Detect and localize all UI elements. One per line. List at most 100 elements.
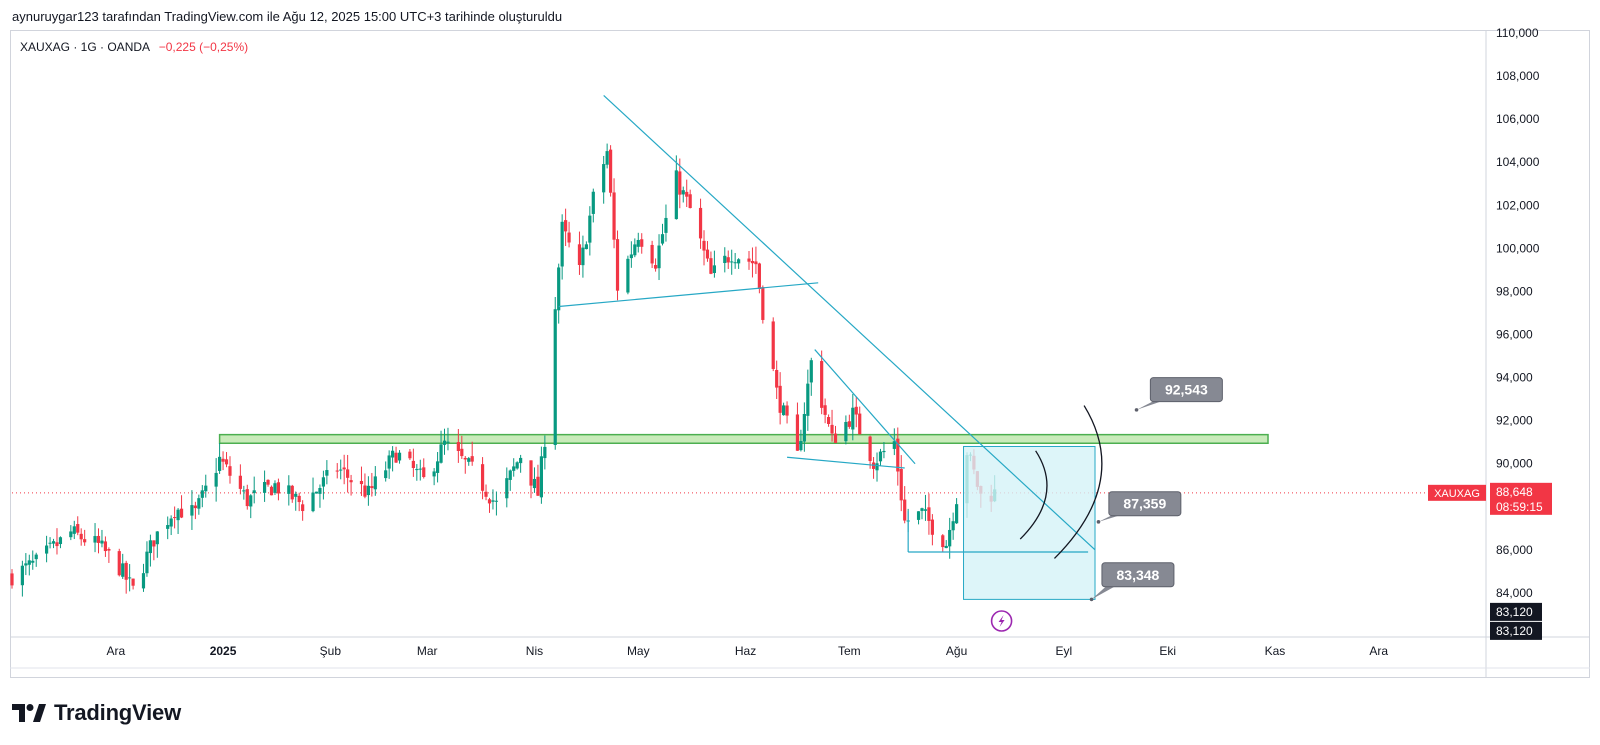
candle-body — [826, 417, 831, 424]
candle-body — [93, 536, 97, 543]
candle-body — [875, 463, 879, 471]
candle-body — [930, 519, 934, 535]
candle-body — [916, 511, 921, 520]
candle-body — [467, 458, 471, 462]
candle-body — [685, 191, 689, 197]
candle-body — [775, 370, 779, 388]
candle-body — [117, 551, 121, 576]
candle-body — [439, 444, 443, 463]
candle-body — [702, 240, 706, 251]
candle-body — [394, 452, 398, 463]
x-tick-label: Ağu — [946, 644, 967, 658]
candle-body — [636, 239, 640, 247]
candle-body — [359, 480, 364, 485]
x-tick-label: 2025 — [210, 644, 237, 658]
y-tick-label: 96,000 — [1496, 328, 1533, 342]
candle-body — [262, 482, 267, 493]
countdown-text: 08:59:15 — [1496, 500, 1543, 514]
candle-body — [660, 234, 665, 244]
candle-body — [446, 441, 450, 443]
y-tick-label: 104,000 — [1496, 155, 1540, 169]
candle-body — [69, 531, 73, 538]
candle-body — [927, 507, 931, 521]
x-tick-label: Nis — [526, 644, 543, 658]
candle-body — [460, 448, 464, 457]
candle-body — [771, 321, 775, 369]
candle-body — [200, 490, 204, 498]
candle-body — [505, 478, 509, 499]
candle-body — [48, 542, 52, 544]
callout-anchor — [1089, 597, 1094, 602]
resistance-zone-layer — [218, 433, 1269, 445]
candle-body — [197, 498, 201, 509]
callouts-layer: 92,543 87,359 83,348 — [1089, 377, 1223, 602]
candle-body — [169, 518, 173, 527]
candle-body — [847, 421, 851, 427]
candle-body — [96, 535, 101, 543]
candle-body — [678, 171, 682, 195]
arc-curve — [1019, 450, 1048, 540]
candle-body — [384, 470, 388, 479]
candle-body — [629, 254, 633, 259]
candle-body — [615, 239, 620, 291]
candle-body — [391, 450, 395, 458]
candle-body — [640, 239, 644, 247]
tradingview-brand[interactable]: TradingView — [12, 700, 181, 726]
candle-body — [944, 545, 948, 549]
candle-body — [823, 405, 827, 415]
callout-label: 92,543 — [1165, 382, 1208, 398]
candle-body — [152, 540, 156, 547]
candle-body — [442, 440, 447, 445]
candle-body — [31, 560, 35, 563]
candle-body — [363, 485, 367, 497]
candle-body — [314, 491, 319, 494]
callout-box — [1108, 491, 1182, 517]
candle-body — [830, 424, 834, 434]
resistance-zone — [218, 433, 1269, 445]
lightning-bolt — [998, 615, 1005, 627]
candle-body — [124, 562, 128, 580]
candle-body — [882, 450, 886, 453]
candle-body — [723, 255, 727, 264]
candle-body — [858, 413, 862, 435]
candle-body — [681, 190, 685, 195]
y-tick-label: 98,000 — [1496, 284, 1533, 298]
candle-body — [148, 540, 153, 554]
candle-body — [76, 524, 80, 533]
candle-body — [782, 405, 786, 416]
candle-body — [224, 459, 229, 465]
x-tick-label: Haz — [735, 644, 756, 658]
y-tick-label: 100,000 — [1496, 241, 1540, 255]
candle-body — [342, 467, 346, 470]
candle-body — [584, 244, 588, 250]
candle-body — [373, 476, 377, 490]
candle-body — [456, 442, 460, 451]
candle-body — [560, 221, 564, 267]
callout-label: 87,359 — [1123, 496, 1166, 512]
candle-body — [346, 469, 350, 478]
candle-body — [581, 247, 585, 266]
candle-body — [577, 244, 582, 265]
candle-body — [951, 521, 955, 531]
candle-body — [321, 477, 326, 487]
candle-body — [747, 258, 751, 262]
candle-body — [411, 460, 415, 468]
candle-body — [214, 472, 218, 487]
candle-body — [923, 509, 928, 511]
x-tick-label: Ara — [1369, 644, 1388, 658]
y-tick-label: 92,000 — [1496, 414, 1533, 428]
candle-body — [131, 578, 135, 586]
candle-body — [79, 533, 83, 540]
brand-name: TradingView — [54, 700, 181, 725]
candle-body — [418, 468, 422, 470]
x-tick-label: Kas — [1265, 644, 1286, 658]
candle-body — [51, 541, 56, 544]
candle-body — [55, 542, 59, 547]
y-tick-label: 108,000 — [1496, 69, 1540, 83]
candle-body — [588, 215, 592, 243]
candle-body — [512, 466, 516, 471]
candle-body — [193, 505, 197, 509]
chart-frame[interactable] — [10, 30, 1590, 678]
candle-body — [851, 407, 855, 430]
